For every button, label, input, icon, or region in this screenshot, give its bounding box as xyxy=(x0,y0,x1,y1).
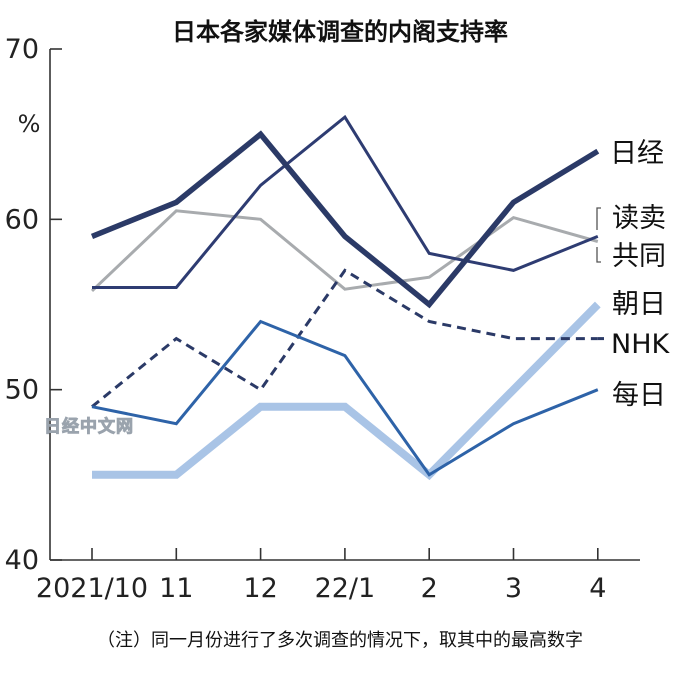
y-axis-unit-label: % xyxy=(18,110,41,138)
series-line-4 xyxy=(92,301,601,481)
series-line-2 xyxy=(90,209,599,292)
x-tick-label: 4 xyxy=(589,573,606,604)
x-tick-label: 2021/10 xyxy=(36,573,148,604)
y-tick-label: 50 xyxy=(5,375,39,406)
legend-label: 日经 xyxy=(610,138,664,169)
legend-bracket xyxy=(596,207,601,263)
x-tick-label: 22/1 xyxy=(315,573,376,604)
x-tick-label: 3 xyxy=(505,573,522,604)
axes xyxy=(49,49,640,561)
footnote: （注）同一月份进行了多次调查的情况下，取其中的最高数字 xyxy=(97,630,583,651)
x-ticks: 2021/10 11 12 22/1 2 3 4 xyxy=(36,548,606,604)
legend-label: 每日 xyxy=(612,380,666,411)
x-tick-label: 11 xyxy=(159,573,193,604)
legend-label: 读卖 xyxy=(612,203,666,234)
x-tick-label: 12 xyxy=(243,573,277,604)
legend-label: NHK xyxy=(611,329,671,360)
y-tick-label: 40 xyxy=(5,545,39,576)
series-line-3 xyxy=(92,114,599,289)
series-line-6 xyxy=(91,319,599,477)
series-line-1 xyxy=(90,130,600,309)
x-tick-label: 2 xyxy=(421,573,438,604)
y-ticks: 40 50 60 70 xyxy=(5,34,62,576)
series-line-5 xyxy=(91,268,598,408)
watermark: 日经中文网 xyxy=(44,416,134,437)
series-lines xyxy=(90,114,604,481)
y-tick-label: 60 xyxy=(5,204,39,235)
legend-label: 朝日 xyxy=(612,289,666,320)
y-tick-label: 70 xyxy=(5,34,39,65)
legend-label: 共同 xyxy=(612,241,666,272)
chart-title: 日本各家媒体调查的内阁支持率 xyxy=(172,18,508,46)
